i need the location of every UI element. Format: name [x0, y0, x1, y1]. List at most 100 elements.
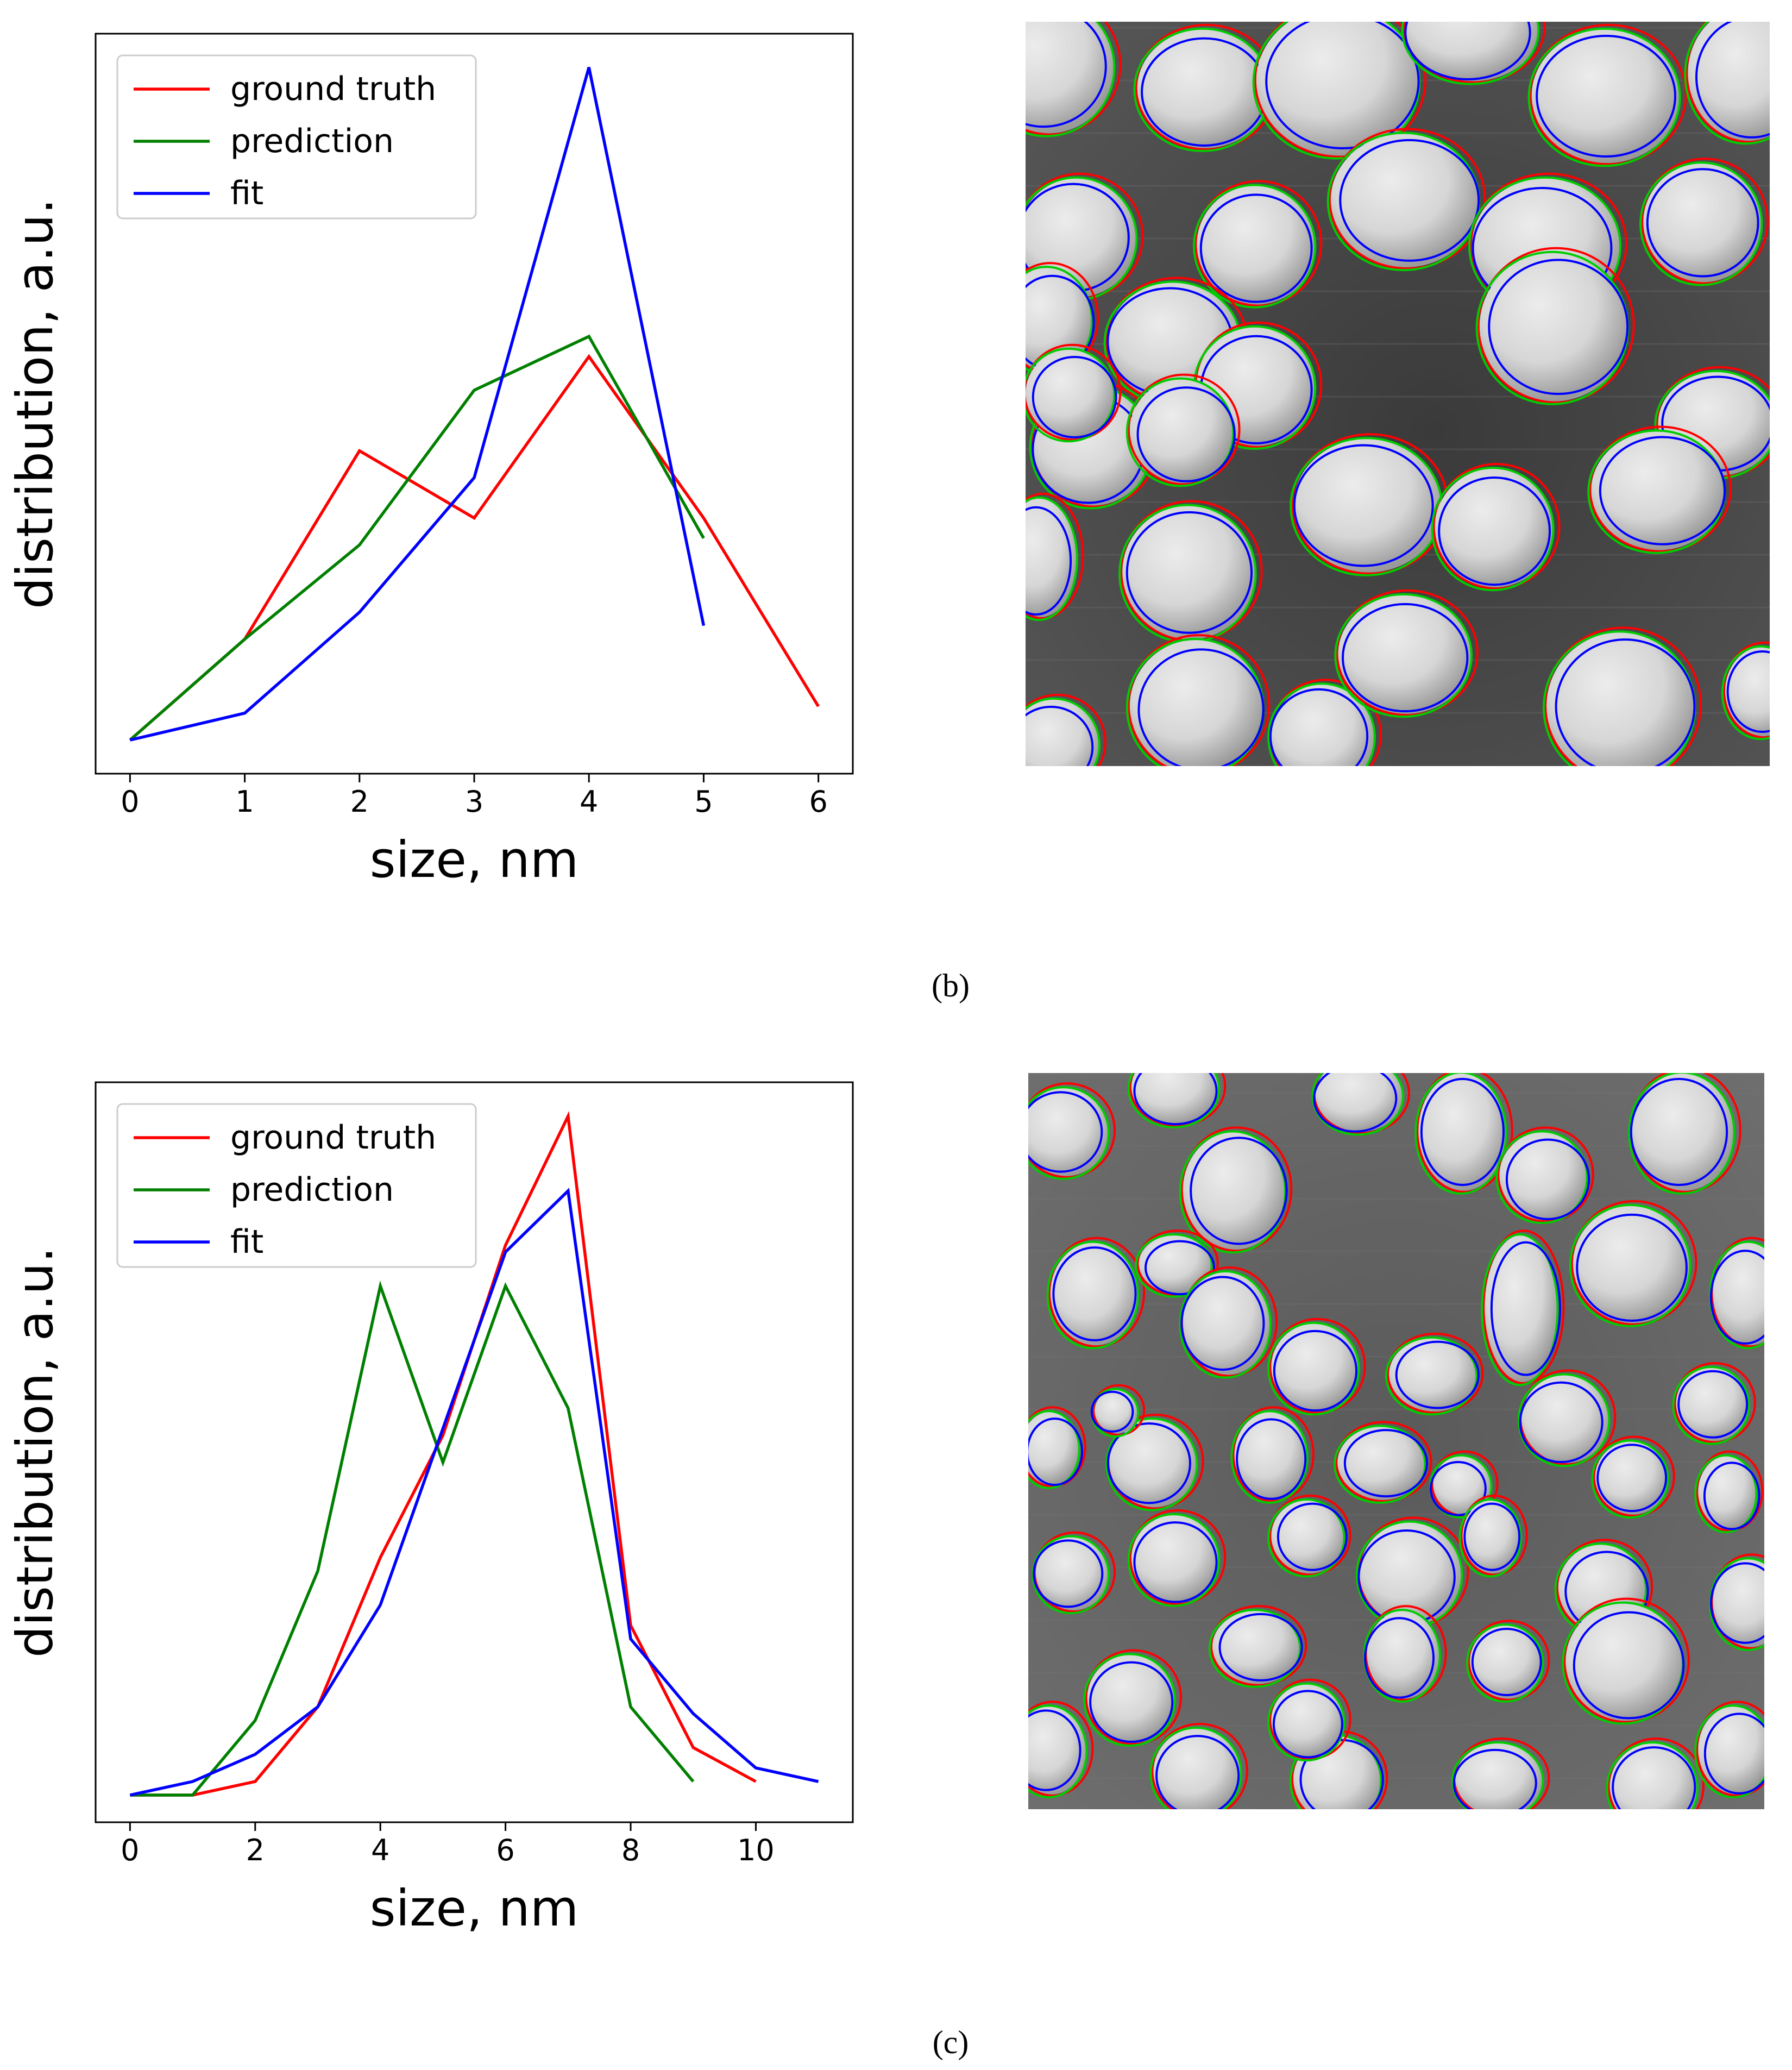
nanoparticle: [1026, 699, 1100, 766]
outline-ground-truth: [1028, 1406, 1086, 1488]
outline-fit: [1180, 1276, 1265, 1371]
nanoparticle: [1094, 1389, 1139, 1434]
outline-ground-truth: [1269, 1678, 1351, 1760]
outline-fit: [1646, 168, 1759, 278]
nanoparticle: [1271, 684, 1375, 766]
outline-prediction: [1127, 1073, 1221, 1128]
outline-prediction: [1672, 1366, 1750, 1445]
outline-ground-truth: [1482, 1230, 1565, 1385]
outline-fit: [1488, 259, 1629, 396]
outline-prediction: [1401, 22, 1540, 85]
nanoparticle: [1026, 22, 1115, 134]
outline-fit: [1125, 511, 1253, 634]
outline-prediction: [1527, 27, 1681, 167]
outline-fit: [1293, 444, 1434, 567]
outline-prediction: [1721, 645, 1770, 741]
outline-prediction: [1028, 1704, 1088, 1798]
outline-ground-truth: [1696, 1450, 1764, 1532]
series-line-prediction: [129, 334, 705, 742]
outline-fit: [1033, 1539, 1104, 1608]
y-axis-label: distribution, a.u.: [6, 198, 64, 609]
outline-fit: [1028, 1091, 1103, 1173]
x-axis-label: size, nm: [370, 1879, 579, 1937]
nanoparticle: [1338, 594, 1472, 714]
outline-prediction: [1628, 1073, 1736, 1195]
outline-fit: [1299, 1739, 1384, 1809]
outline-prediction: [1267, 1321, 1360, 1416]
series-line-ground-truth: [129, 354, 820, 742]
outline-ground-truth: [1335, 1421, 1432, 1502]
outline-ground-truth: [1593, 1435, 1675, 1517]
outline-fit: [1364, 1617, 1435, 1699]
outline-prediction: [1149, 1726, 1242, 1809]
outline-fit: [1420, 1077, 1505, 1186]
nanoparticle: [1359, 1522, 1463, 1626]
outline-fit: [1612, 1746, 1696, 1809]
outline-fit: [1463, 1502, 1521, 1571]
outline-fit: [1277, 1502, 1348, 1571]
outline-ground-truth: [1477, 247, 1635, 404]
outline-fit: [1430, 1461, 1487, 1516]
outline-ground-truth: [1544, 626, 1702, 766]
outline-ground-truth: [1026, 492, 1084, 619]
outline-fit: [1709, 1562, 1764, 1644]
nanoparticle: [1698, 1456, 1757, 1530]
outline-prediction: [1334, 1425, 1426, 1504]
series-line-prediction: [130, 1280, 695, 1797]
nanoparticle: [1546, 632, 1695, 766]
outline-fit: [1090, 1390, 1134, 1433]
nanoparticle: [1531, 29, 1681, 164]
nanoparticle: [1271, 1323, 1360, 1412]
outline-fit: [1342, 603, 1469, 713]
nanoparticle: [1256, 22, 1420, 156]
outline-fit: [1144, 1240, 1216, 1296]
outline-prediction: [1495, 1130, 1588, 1224]
outline-ground-truth: [1468, 1620, 1550, 1701]
x-tick-label: 10: [737, 1833, 775, 1867]
nanoparticle: [1632, 1073, 1735, 1191]
nanoparticle: [1293, 438, 1443, 573]
nanoparticle: [1499, 1132, 1588, 1220]
outline-ground-truth: [1696, 1701, 1764, 1797]
outline-prediction: [1046, 1240, 1140, 1350]
nanoparticle: [1122, 505, 1256, 640]
nanoparticle: [1197, 185, 1316, 305]
nanoparticle: [1688, 22, 1770, 141]
nanoparticle: [1337, 1426, 1426, 1500]
x-tick-label: 0: [121, 1833, 139, 1867]
nanoparticle: [1479, 252, 1628, 402]
outline-prediction: [1125, 377, 1235, 487]
outline-ground-truth: [1092, 1384, 1146, 1436]
nanoparticle: [1212, 1610, 1301, 1684]
outline-ground-truth: [1674, 1362, 1756, 1444]
outline-fit: [1190, 1137, 1288, 1245]
outline-prediction: [1431, 467, 1555, 592]
outline-fit: [1438, 476, 1551, 586]
outline-prediction: [1639, 161, 1763, 286]
outline-fit: [1703, 1713, 1764, 1795]
legend-label: prediction: [230, 122, 394, 160]
outline-prediction: [1267, 682, 1376, 766]
outline-fit: [1269, 688, 1369, 766]
outline-fit: [1236, 1418, 1307, 1500]
outline-prediction: [1311, 1073, 1405, 1136]
x-tick-label: 5: [694, 785, 713, 819]
x-tick-label: 4: [371, 1833, 389, 1867]
nanoparticle: [1035, 1536, 1110, 1611]
outline-prediction: [1481, 1233, 1559, 1387]
outline-ground-truth: [1180, 1126, 1293, 1252]
nanoparticle: [1595, 1441, 1669, 1515]
outline-ground-truth: [1336, 589, 1479, 717]
nanoparticle: [1315, 1073, 1404, 1132]
outline-fit: [1137, 648, 1265, 766]
nanoparticle: [1153, 1728, 1242, 1809]
outline-prediction: [1026, 496, 1078, 621]
nanoparticle: [1271, 1684, 1345, 1758]
x-tick-label: 8: [621, 1833, 640, 1867]
legend-label: ground truth: [230, 70, 436, 108]
outline-fit: [1599, 436, 1726, 545]
outline-fit: [1695, 22, 1770, 139]
outline-ground-truth: [1194, 180, 1323, 307]
outline-ground-truth: [1232, 1406, 1315, 1502]
outline-fit: [1106, 1422, 1191, 1504]
